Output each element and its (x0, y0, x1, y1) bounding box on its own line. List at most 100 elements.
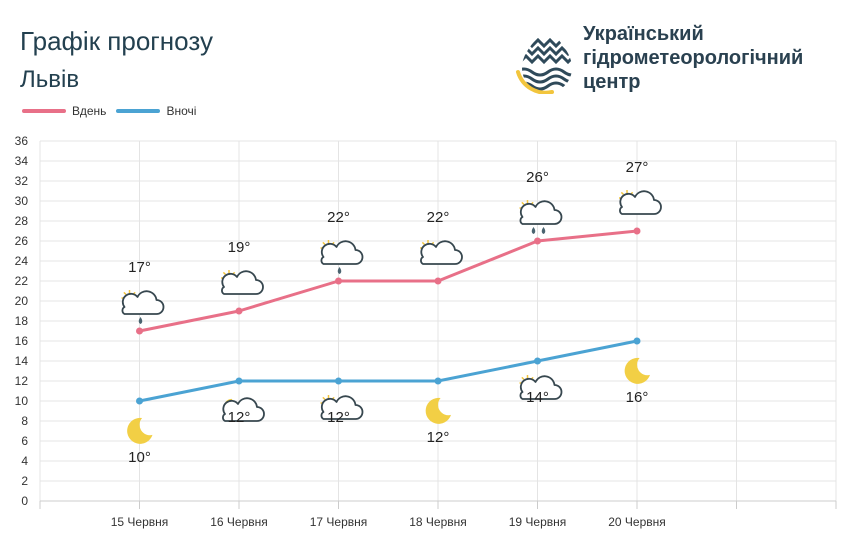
cloud-shape (519, 375, 563, 400)
sun-ray (521, 201, 525, 205)
sun-cloud-icon (221, 270, 264, 295)
y-tick-label: 22 (15, 274, 29, 288)
org-line-1: Український (583, 23, 704, 45)
y-tick-label: 2 (21, 474, 28, 488)
org-line-2: гідрометеорологічний (583, 47, 804, 69)
data-point (633, 337, 641, 345)
cloud-shape (519, 200, 563, 225)
y-tick-label: 6 (21, 434, 28, 448)
data-label: 17° (128, 259, 151, 276)
data-point (434, 277, 442, 285)
data-point (434, 377, 442, 385)
data-point (235, 307, 243, 315)
y-tick-label: 32 (15, 174, 29, 188)
sun-ray (620, 191, 624, 195)
data-point (633, 227, 641, 235)
rain-drop (337, 267, 342, 274)
data-point (534, 237, 541, 245)
sun-ray (521, 376, 525, 380)
data-point (235, 377, 243, 385)
y-tick-label: 28 (15, 214, 29, 228)
sun-ray (123, 291, 127, 295)
sun-ray (222, 271, 226, 275)
moon-icon (425, 397, 451, 424)
org-line-3: центр (583, 71, 641, 93)
city-name: Львів (20, 66, 80, 93)
cloud-shape (320, 395, 364, 420)
chart-legend: Вдень Вночі (22, 104, 206, 118)
data-label: 10° (128, 449, 151, 466)
data-point (335, 277, 342, 285)
y-tick-label: 18 (15, 314, 29, 328)
legend-swatch-day (22, 109, 66, 113)
y-tick-label: 36 (15, 134, 29, 148)
series-line (139, 229, 638, 333)
moon-shape (127, 417, 153, 444)
cloud-shape (222, 397, 265, 422)
data-label: 12° (327, 409, 350, 426)
y-tick-label: 24 (15, 254, 29, 268)
series-line (139, 339, 638, 403)
data-point (534, 357, 541, 365)
y-tick-label: 10 (15, 394, 29, 408)
y-tick-label: 34 (15, 154, 29, 168)
legend-item-night[interactable]: Вночі (116, 104, 196, 118)
data-label: 12° (228, 409, 251, 426)
ugmc-logo (516, 26, 572, 94)
y-tick-label: 26 (15, 234, 29, 248)
data-point (136, 397, 143, 405)
data-label: 26° (526, 169, 549, 186)
legend-swatch-night (116, 109, 161, 113)
y-tick-label: 4 (21, 454, 28, 468)
legend-label-night: Вночі (166, 104, 197, 118)
data-point (335, 377, 342, 385)
sun-cloud-icon (519, 375, 563, 400)
data-label: 14° (526, 389, 549, 406)
legend-label-day: Вдень (72, 104, 107, 118)
sun-cloud-icon (619, 190, 662, 215)
cloud-shape (121, 290, 165, 315)
data-label: 19° (228, 239, 251, 256)
sun-cloud-icon (420, 240, 463, 265)
moon-icon (624, 357, 650, 384)
page-title: Графік прогнозу (20, 26, 213, 56)
x-tick-label: 20 Червня (608, 515, 666, 529)
cloud-shape (221, 270, 264, 295)
y-tick-label: 8 (21, 414, 28, 428)
moon-icon (127, 417, 153, 444)
data-point (136, 327, 143, 335)
rain-drop (531, 227, 536, 234)
y-tick-label: 12 (15, 374, 29, 388)
rain-drop (138, 317, 143, 324)
sun-cloud-rain-icon (121, 290, 165, 324)
legend-item-day[interactable]: Вдень (22, 104, 106, 118)
sun-cloud-heavy-rain-icon (519, 200, 563, 234)
moon-shape (425, 397, 451, 424)
x-tick-label: 15 Червня (111, 515, 169, 529)
y-tick-label: 0 (21, 494, 28, 508)
cloud-shape (619, 190, 662, 215)
x-tick-label: 17 Червня (310, 515, 368, 529)
cloud-shape (420, 240, 463, 265)
y-tick-label: 16 (15, 334, 29, 348)
data-label: 12° (427, 429, 450, 446)
x-tick-label: 18 Червня (409, 515, 467, 529)
moon-cloud-icon (222, 397, 265, 422)
data-label: 27° (626, 159, 649, 176)
y-tick-label: 30 (15, 194, 29, 208)
moon-shape (624, 357, 650, 384)
sun-cloud-icon (320, 395, 364, 420)
y-tick-label: 20 (15, 294, 29, 308)
x-tick-label: 19 Червня (509, 515, 567, 529)
sun-ray (322, 241, 326, 245)
sun-ray (322, 396, 326, 400)
y-tick-label: 14 (15, 354, 29, 368)
data-label: 16° (626, 389, 649, 406)
cloud-shape (320, 240, 364, 265)
organization-name: Український гідрометеорологічний центр (583, 22, 803, 94)
sun-cloud-rain-icon (320, 240, 364, 274)
rain-drop (541, 227, 546, 234)
data-label: 22° (427, 209, 450, 226)
data-label: 22° (327, 209, 350, 226)
